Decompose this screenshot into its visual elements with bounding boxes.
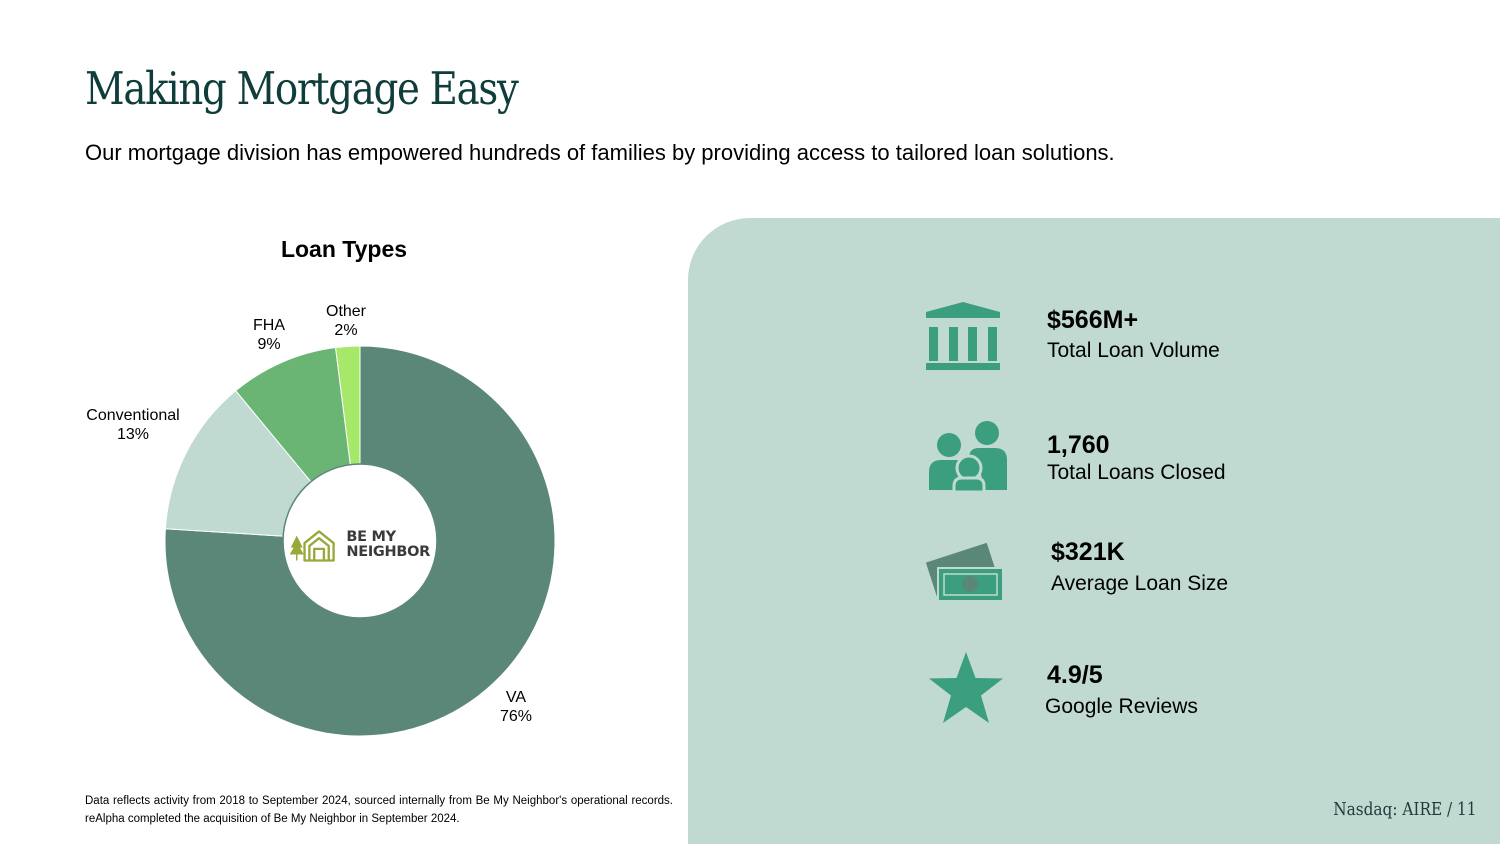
family-icon: [929, 421, 1007, 492]
slice-label-other-name: Other: [325, 303, 367, 320]
chart-title: Loan Types: [280, 236, 408, 262]
bank-icon: [926, 302, 1000, 370]
stat-loans-closed-value: 1,760: [1047, 431, 1110, 459]
stat-reviews-label: Google Reviews: [1045, 695, 1198, 718]
slice-label-fha-value: 9%: [257, 336, 281, 353]
star-icon: [929, 652, 1003, 723]
slice-label-va: VA 76%: [500, 688, 532, 726]
slice-label-other-value: 2%: [334, 322, 358, 339]
company-logo: BE MY NEIGHBOR: [290, 522, 430, 568]
stat-average-loan-value: $321K: [1051, 538, 1125, 566]
slice-label-va-name: VA: [505, 689, 527, 706]
stat-loan-volume-value: $566M+: [1047, 306, 1139, 334]
slice-label-conventional-value: 13%: [116, 426, 150, 443]
cash-icon: [925, 543, 1004, 602]
stats-panel: [688, 218, 1500, 844]
page-reference: Nasdaq: AIRE / 11: [1332, 799, 1476, 820]
donut-center-hole: [282, 463, 438, 619]
stat-loans-closed-label: Total Loans Closed: [1047, 461, 1226, 484]
stat-average-loan-label: Average Loan Size: [1051, 572, 1229, 595]
slice-label-fha-name: FHA: [253, 317, 285, 334]
page-subtitle: Our mortgage division has empowered hund…: [85, 140, 1115, 165]
logo-line-2: NEIGHBOR: [346, 544, 430, 560]
slice-label-fha: FHA 9%: [253, 316, 285, 354]
slice-label-va-value: 76%: [499, 708, 533, 725]
logo-wordmark: BE MY NEIGHBOR: [346, 530, 430, 560]
slice-label-other: Other 2%: [326, 302, 366, 340]
slice-label-conventional: Conventional 13%: [86, 406, 179, 444]
slice-label-conventional-name: Conventional: [86, 407, 180, 424]
house-trees-logo-icon: [290, 530, 335, 562]
logo-line-1: BE MY: [346, 529, 396, 545]
stat-loan-volume-label: Total Loan Volume: [1047, 339, 1220, 362]
loan-types-donut-chart: [164, 345, 556, 737]
data-footnote: Data reflects activity from 2018 to Sept…: [85, 795, 673, 825]
stat-reviews-value: 4.9/5: [1047, 661, 1103, 689]
page-title: Making Mortgage Easy: [85, 62, 519, 115]
